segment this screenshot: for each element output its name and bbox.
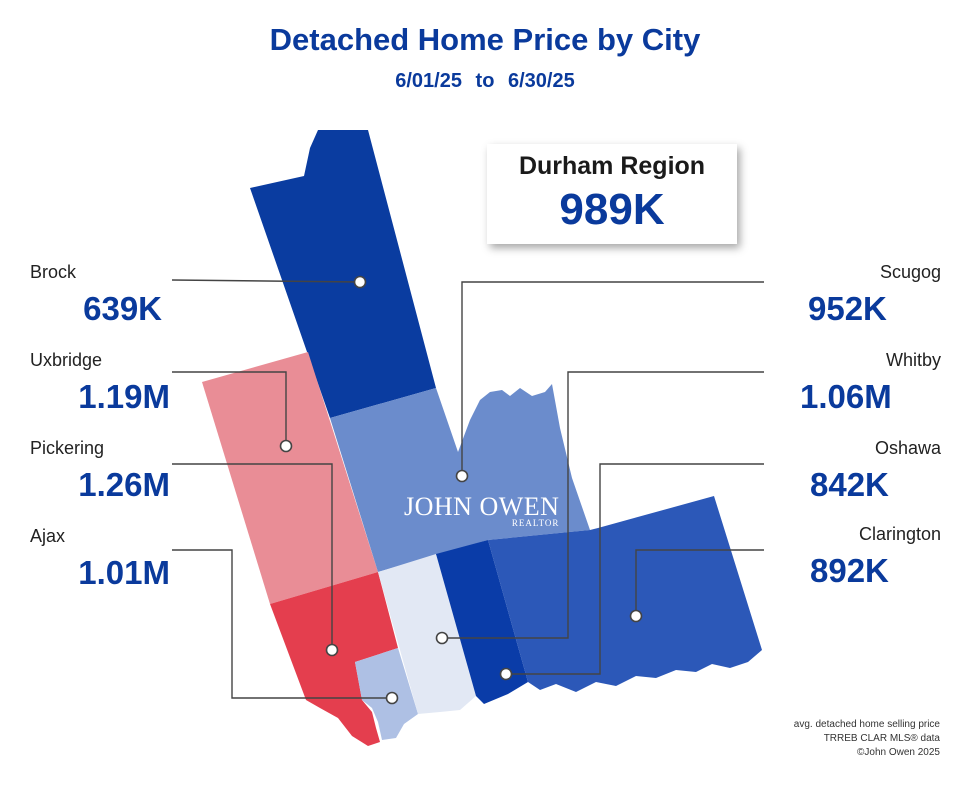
logo-main-text: JOHN OWEN: [404, 492, 560, 521]
leader-line-pickering: [172, 463, 333, 650]
logo-sub-text: REALTOR: [511, 518, 560, 528]
city-markers: [279, 275, 643, 705]
region-clarington[interactable]: [488, 496, 762, 692]
region-uxbridge[interactable]: [202, 352, 378, 604]
marker-oshawa[interactable]: [499, 667, 513, 681]
footnote-line-2: TRREB CLAR MLS® data: [823, 733, 940, 744]
city-name-whitby: Whitby: [885, 350, 941, 370]
city-name-uxbridge: Uxbridge: [30, 350, 103, 370]
region-ajax[interactable]: [355, 648, 418, 740]
marker-pickering[interactable]: [325, 643, 339, 657]
city-name-pickering: Pickering: [30, 438, 105, 458]
city-name-oshawa: Oshawa: [874, 438, 941, 458]
city-name-scugog: Scugog: [879, 262, 941, 282]
city-name-ajax: Ajax: [30, 526, 66, 546]
region-name: Durham Region: [518, 152, 706, 180]
region-value: 989K: [559, 185, 665, 234]
marker-brock[interactable]: [353, 275, 367, 289]
marker-whitby[interactable]: [435, 631, 449, 645]
city-name-clarington: Clarington: [858, 524, 941, 544]
region-brock[interactable]: [250, 130, 436, 418]
date-from: 6/01/25: [395, 70, 462, 92]
page-title: Detached Home Price by City: [269, 22, 701, 57]
city-value-brock: 639K: [83, 290, 162, 327]
leader-lines: [171, 279, 764, 699]
date-separator: to: [475, 70, 495, 92]
leader-line-oshawa: [506, 463, 764, 675]
region-oshawa[interactable]: [436, 540, 528, 704]
city-value-whitby: 1.06M: [800, 378, 892, 415]
leader-line-scugog: [461, 281, 764, 476]
marker-ajax[interactable]: [385, 691, 399, 705]
date-range: 6/01/25 to 6/30/25: [0, 70, 970, 93]
region-pickering[interactable]: [270, 572, 398, 746]
leader-line-whitby: [442, 371, 764, 639]
footnote-line-1: avg. detached home selling price: [793, 719, 940, 730]
city-value-scugog: 952K: [808, 290, 887, 327]
footnote-line-3: ©John Owen 2025: [857, 747, 940, 758]
date-to: 6/30/25: [508, 70, 575, 92]
city-value-clarington: 892K: [810, 552, 889, 589]
leader-line-clarington: [635, 549, 764, 616]
footnote: avg. detached home selling price TRREB C…: [794, 718, 940, 760]
john-owen-logo: JOHN OWEN REALTOR: [404, 492, 559, 528]
marker-clarington[interactable]: [629, 609, 643, 623]
region-summary-card: Durham Region 989K: [487, 144, 737, 244]
region-whitby[interactable]: [378, 554, 476, 714]
leader-line-uxbridge: [172, 371, 287, 446]
city-value-oshawa: 842K: [810, 466, 889, 503]
marker-uxbridge[interactable]: [279, 439, 293, 453]
leader-line-ajax: [172, 549, 392, 699]
city-value-ajax: 1.01M: [78, 554, 170, 591]
leader-line-brock: [171, 279, 361, 283]
marker-scugog[interactable]: [455, 469, 469, 483]
city-value-uxbridge: 1.19M: [78, 378, 170, 415]
city-value-pickering: 1.26M: [78, 466, 170, 503]
city-name-brock: Brock: [30, 262, 77, 282]
